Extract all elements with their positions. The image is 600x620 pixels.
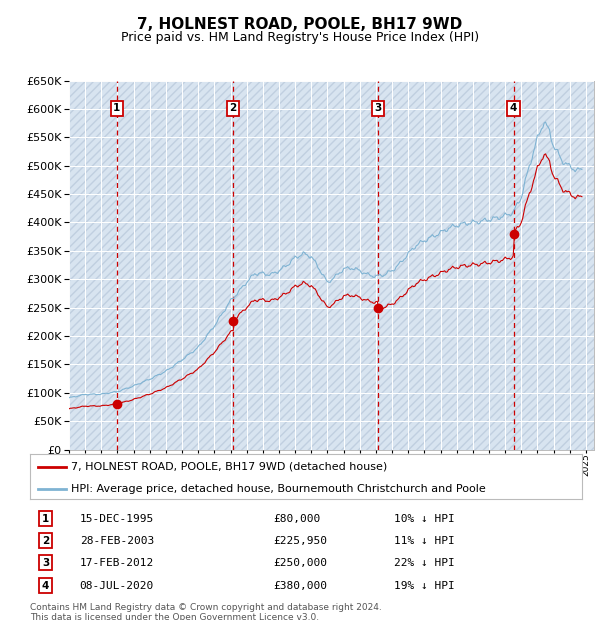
- Text: 17-FEB-2012: 17-FEB-2012: [80, 558, 154, 568]
- Text: Price paid vs. HM Land Registry's House Price Index (HPI): Price paid vs. HM Land Registry's House …: [121, 31, 479, 44]
- Text: 11% ↓ HPI: 11% ↓ HPI: [394, 536, 455, 546]
- Text: £80,000: £80,000: [273, 513, 320, 523]
- Text: £225,950: £225,950: [273, 536, 327, 546]
- Text: HPI: Average price, detached house, Bournemouth Christchurch and Poole: HPI: Average price, detached house, Bour…: [71, 484, 486, 494]
- Text: 19% ↓ HPI: 19% ↓ HPI: [394, 581, 455, 591]
- Text: £380,000: £380,000: [273, 581, 327, 591]
- Text: 1: 1: [42, 513, 49, 523]
- Text: 08-JUL-2020: 08-JUL-2020: [80, 581, 154, 591]
- Text: £250,000: £250,000: [273, 558, 327, 568]
- Text: 15-DEC-1995: 15-DEC-1995: [80, 513, 154, 523]
- Text: 22% ↓ HPI: 22% ↓ HPI: [394, 558, 455, 568]
- Text: 4: 4: [510, 104, 517, 113]
- Text: 3: 3: [42, 558, 49, 568]
- Text: 7, HOLNEST ROAD, POOLE, BH17 9WD (detached house): 7, HOLNEST ROAD, POOLE, BH17 9WD (detach…: [71, 462, 388, 472]
- Text: 2: 2: [42, 536, 49, 546]
- Text: 2: 2: [230, 104, 237, 113]
- Text: 28-FEB-2003: 28-FEB-2003: [80, 536, 154, 546]
- Text: 4: 4: [42, 581, 49, 591]
- Text: 1: 1: [113, 104, 121, 113]
- Text: 10% ↓ HPI: 10% ↓ HPI: [394, 513, 455, 523]
- Text: Contains HM Land Registry data © Crown copyright and database right 2024.
This d: Contains HM Land Registry data © Crown c…: [30, 603, 382, 620]
- Text: 7, HOLNEST ROAD, POOLE, BH17 9WD: 7, HOLNEST ROAD, POOLE, BH17 9WD: [137, 17, 463, 32]
- Text: 3: 3: [374, 104, 382, 113]
